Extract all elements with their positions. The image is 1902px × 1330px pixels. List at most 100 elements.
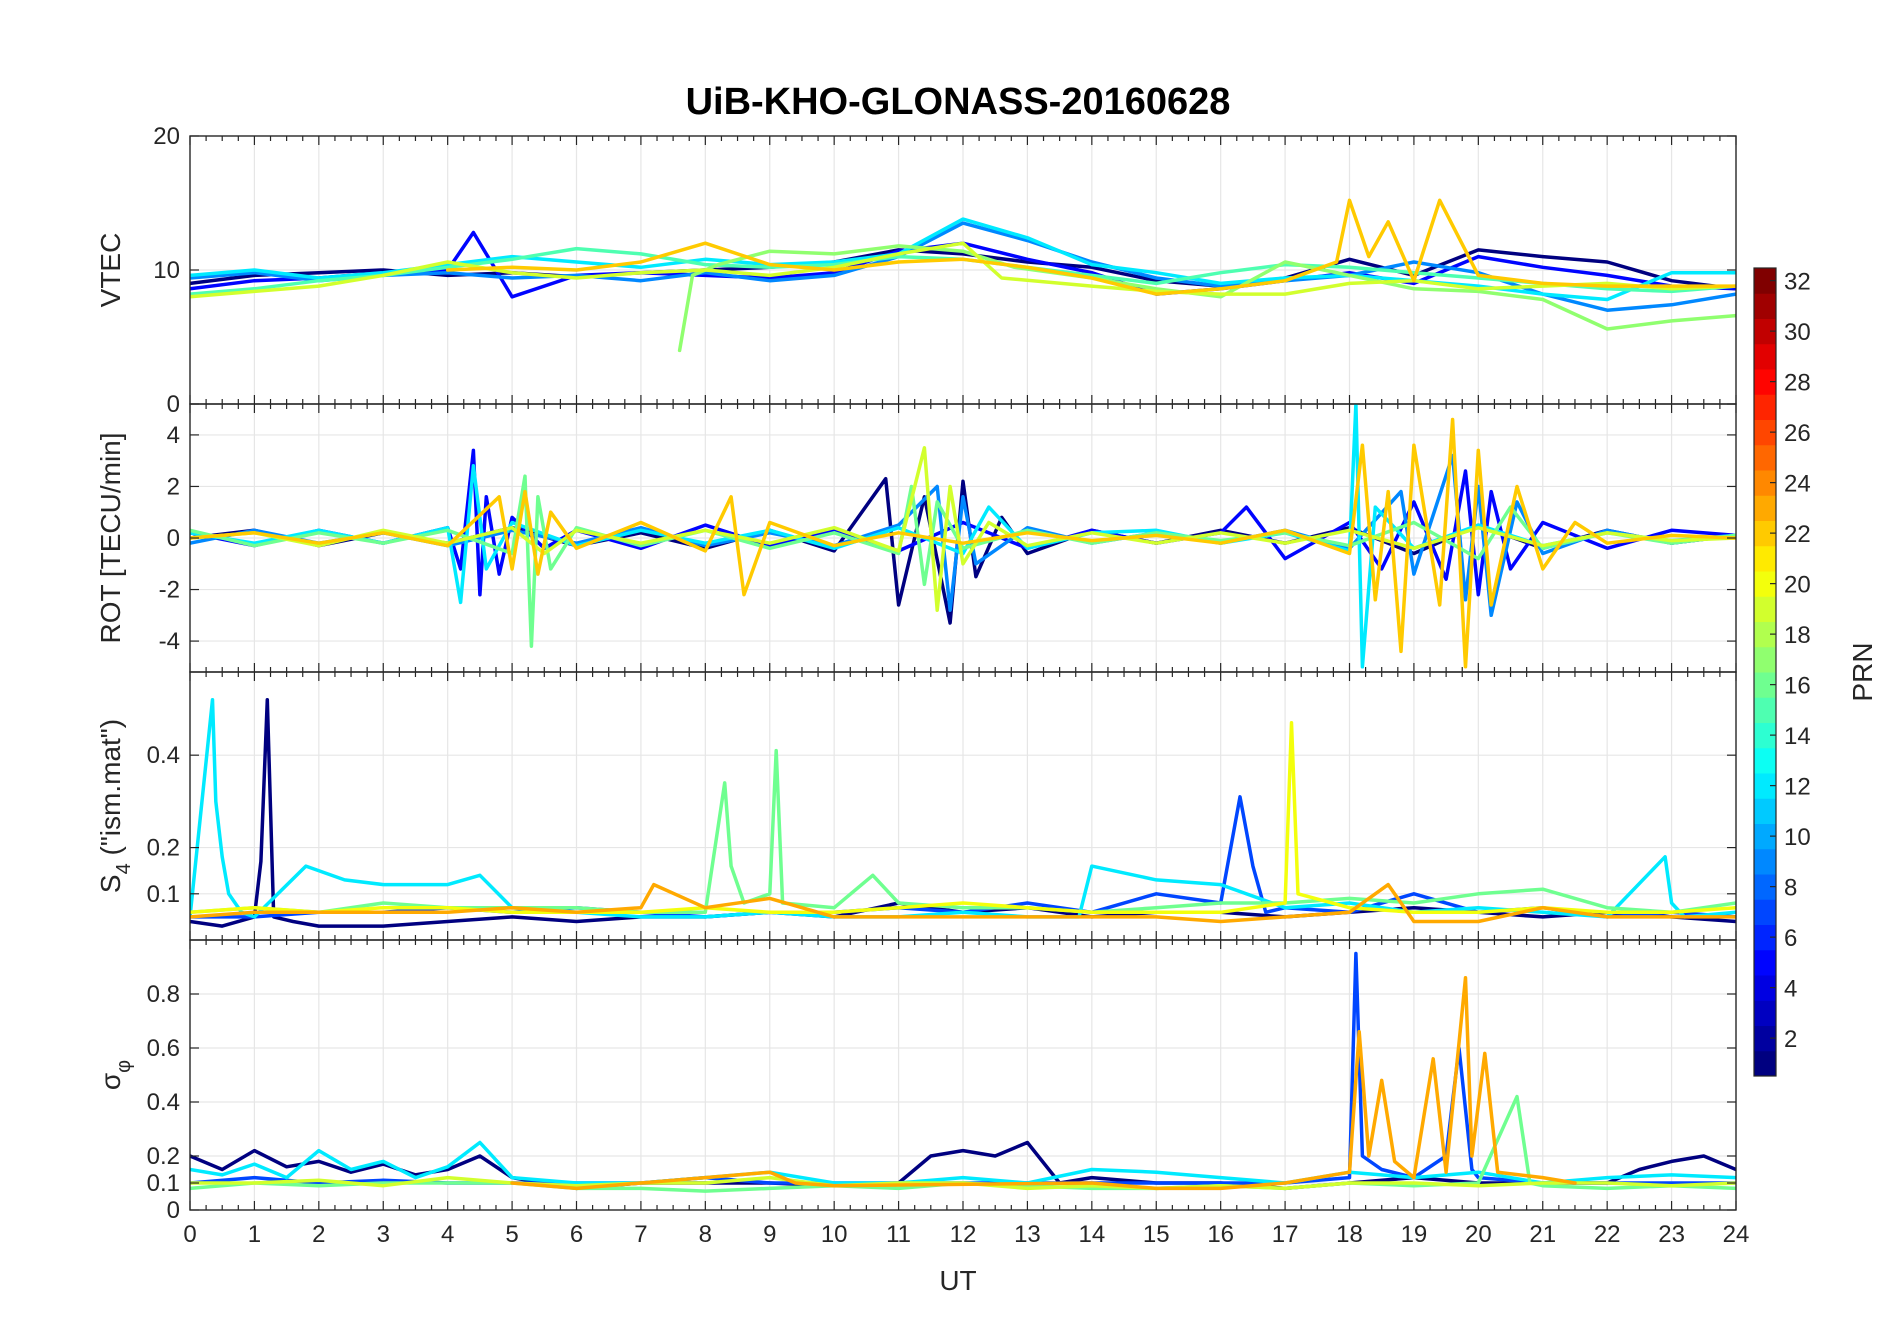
colorbar-swatch: [1754, 949, 1776, 976]
x-tick-label: 17: [1272, 1221, 1299, 1248]
panel-s4: 0.1 0.2 0.4 S4 ("ism.mat"): [95, 671, 1737, 941]
y-tick-label: 20: [153, 123, 180, 150]
colorbar-tick-label: 4: [1784, 976, 1797, 1003]
colorbar-tick-label: 20: [1784, 572, 1811, 599]
series-group: [190, 951, 1736, 1193]
colorbar-swatch: [1754, 924, 1776, 951]
colorbar-tick-label: 28: [1784, 370, 1811, 397]
colorbar-swatch: [1754, 470, 1776, 496]
y-tick-label: 0.8: [147, 981, 180, 1008]
x-tick-label: 1: [248, 1221, 261, 1248]
colorbar-swatch: [1754, 293, 1776, 319]
colorbar-tick-label: 14: [1784, 723, 1811, 750]
x-tick-label: 8: [699, 1221, 712, 1248]
x-tick-label: 7: [634, 1221, 647, 1248]
y-axis-label-vtec: VTEC: [95, 233, 126, 308]
colorbar-swatch: [1754, 975, 1776, 1001]
series-line-prn-1: [190, 248, 1736, 291]
colorbar-swatch: [1754, 823, 1776, 850]
chart-title: UiB-KHO-GLONASS-20160628: [686, 81, 1231, 123]
series-line-prn-12: [190, 1140, 1736, 1185]
colorbar-tick-label: 22: [1784, 521, 1811, 548]
colorbar-swatch: [1754, 672, 1776, 698]
colorbar-swatch: [1754, 773, 1776, 799]
colorbar-swatch: [1754, 394, 1776, 420]
colorbar-swatch: [1754, 571, 1776, 597]
x-tick-label: 14: [1078, 1221, 1105, 1248]
series-line-prn-5: [190, 448, 1736, 597]
y-tick-label: 0: [167, 391, 180, 418]
y-tick-label: -2: [159, 577, 180, 604]
x-tick-label: 11: [886, 1221, 911, 1248]
x-tick-label: 9: [763, 1221, 776, 1248]
x-axis-label: UT: [939, 1265, 976, 1296]
colorbar-swatch: [1754, 520, 1776, 547]
panel-vtec: 0 10 20 VTEC: [95, 123, 1737, 418]
x-tick-label: 3: [377, 1221, 390, 1248]
y-tick-label: 0: [167, 1197, 180, 1224]
y-tick-label: 2: [167, 473, 180, 500]
series-line-prn-1: [190, 1140, 1736, 1191]
colorbar-tick-label: 30: [1784, 319, 1811, 346]
colorbar-tick-label: 6: [1784, 925, 1797, 952]
y-axis-label-rot: ROT [TECU/min]: [95, 432, 126, 643]
y-tick-label: 10: [153, 257, 180, 284]
series-line-prn-12: [190, 217, 1736, 302]
x-tick-label: 23: [1658, 1221, 1685, 1248]
colorbar-tick-label: 32: [1784, 269, 1811, 296]
colorbar-tick-label: 8: [1784, 875, 1797, 902]
x-tick-label: 18: [1336, 1221, 1363, 1248]
x-axis: 0 1 2 3 4 5 6 7 8 9 10 11 12 13 14 15 16 17 18 19 20 21 22 23 24: [183, 1221, 1749, 1248]
colorbar-swatch: [1754, 545, 1776, 572]
colorbar-swatch: [1754, 621, 1776, 648]
x-tick-label: 21: [1529, 1221, 1556, 1248]
colorbar-swatch: [1754, 848, 1776, 875]
y-tick-label: 0.1: [147, 881, 180, 908]
colorbar-swatch: [1754, 1025, 1776, 1052]
colorbar-swatch: [1754, 318, 1776, 345]
panel-rot: -4 -2 0 2 4 ROT [TECU/min]: [95, 403, 1737, 673]
colorbar-swatch: [1754, 444, 1776, 471]
x-tick-label: 22: [1594, 1221, 1621, 1248]
y-tick-label: 0.2: [147, 1143, 180, 1170]
y-tick-label: -4: [159, 628, 180, 655]
panel-sigphi: 00.10.2 0.4 0.6 0.8 σφ: [95, 939, 1737, 1224]
colorbar-swatch: [1754, 1050, 1776, 1077]
colorbar-swatch: [1754, 596, 1776, 622]
x-tick-label: 16: [1207, 1221, 1234, 1248]
y-tick-label: 4: [167, 422, 180, 449]
x-tick-label: 0: [183, 1221, 196, 1248]
y-tick-label: 0.6: [147, 1035, 180, 1062]
series-line-prn-22: [445, 198, 1736, 296]
colorbar-swatch: [1754, 1000, 1776, 1026]
series-line-prn-22: [190, 417, 1736, 669]
x-tick-label: 20: [1465, 1221, 1492, 1248]
series-group: [190, 404, 1736, 669]
series-line-prn-23: [510, 976, 1577, 1191]
colorbar-swatch: [1754, 343, 1776, 370]
x-tick-label: 12: [950, 1221, 977, 1248]
x-tick-label: 4: [441, 1221, 454, 1248]
colorbar-tick-label: 16: [1784, 673, 1811, 700]
y-tick-label: 0.2: [147, 835, 180, 862]
colorbar-tick-label: 2: [1784, 1026, 1797, 1053]
x-tick-label: 6: [570, 1221, 583, 1248]
colorbar-tick-label: 12: [1784, 774, 1811, 801]
x-tick-label: 19: [1401, 1221, 1428, 1248]
series-group: [190, 697, 1736, 928]
colorbar-swatch: [1754, 369, 1776, 395]
colorbar-swatch: [1754, 495, 1776, 521]
y-tick-label: 0.4: [147, 1089, 180, 1116]
x-tick-label: 5: [505, 1221, 518, 1248]
colorbar-swatch: [1754, 722, 1776, 749]
colorbar-tick-label: 10: [1784, 824, 1811, 851]
x-tick-label: 2: [312, 1221, 325, 1248]
colorbar-tick-label: 24: [1784, 471, 1811, 498]
series-line-prn-19: [190, 446, 1736, 612]
y-tick-label: 0: [167, 525, 180, 552]
x-tick-label: 15: [1143, 1221, 1170, 1248]
y-tick-label: 0.4: [147, 742, 180, 769]
y-tick-label: 0.1: [147, 1170, 180, 1197]
series-line-prn-19: [190, 241, 1736, 299]
